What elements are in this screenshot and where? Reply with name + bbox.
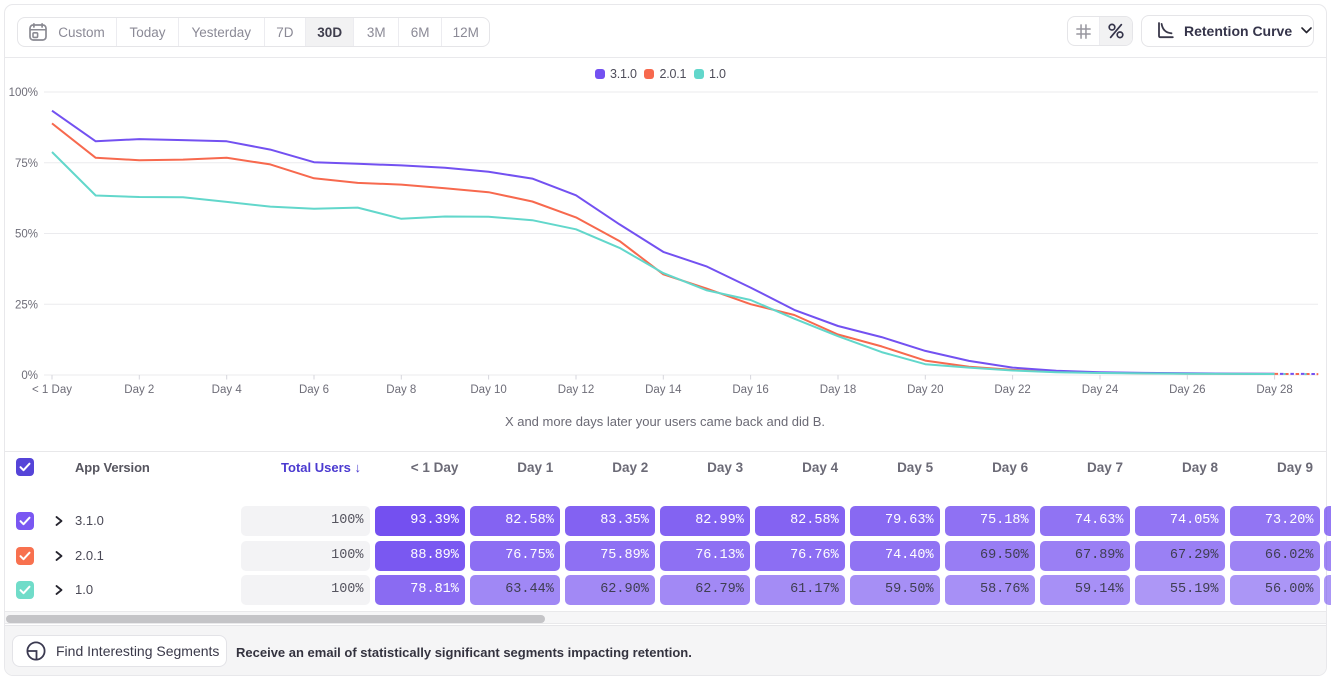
svg-text:Day 8: Day 8 xyxy=(386,384,416,396)
svg-text:Day 22: Day 22 xyxy=(994,384,1030,396)
svg-text:25%: 25% xyxy=(15,299,38,311)
svg-text:Day 16: Day 16 xyxy=(732,384,768,396)
svg-text:50%: 50% xyxy=(15,229,38,241)
svg-text:Day 4: Day 4 xyxy=(212,384,243,396)
svg-text:< 1 Day: < 1 Day xyxy=(32,384,72,396)
svg-text:Day 26: Day 26 xyxy=(1169,384,1205,396)
svg-text:Day 18: Day 18 xyxy=(820,384,856,396)
svg-text:Day 10: Day 10 xyxy=(470,384,506,396)
svg-text:0%: 0% xyxy=(21,370,38,382)
svg-text:Day 12: Day 12 xyxy=(558,384,594,396)
svg-text:100%: 100% xyxy=(9,87,38,99)
svg-text:Day 24: Day 24 xyxy=(1082,384,1119,396)
svg-text:Day 28: Day 28 xyxy=(1256,384,1292,396)
svg-text:Day 2: Day 2 xyxy=(124,384,154,396)
svg-text:Day 20: Day 20 xyxy=(907,384,943,396)
svg-text:75%: 75% xyxy=(15,158,38,170)
svg-text:X and more days later your use: X and more days later your users came ba… xyxy=(505,414,825,429)
svg-text:Day 6: Day 6 xyxy=(299,384,329,396)
svg-text:Day 14: Day 14 xyxy=(645,384,682,396)
